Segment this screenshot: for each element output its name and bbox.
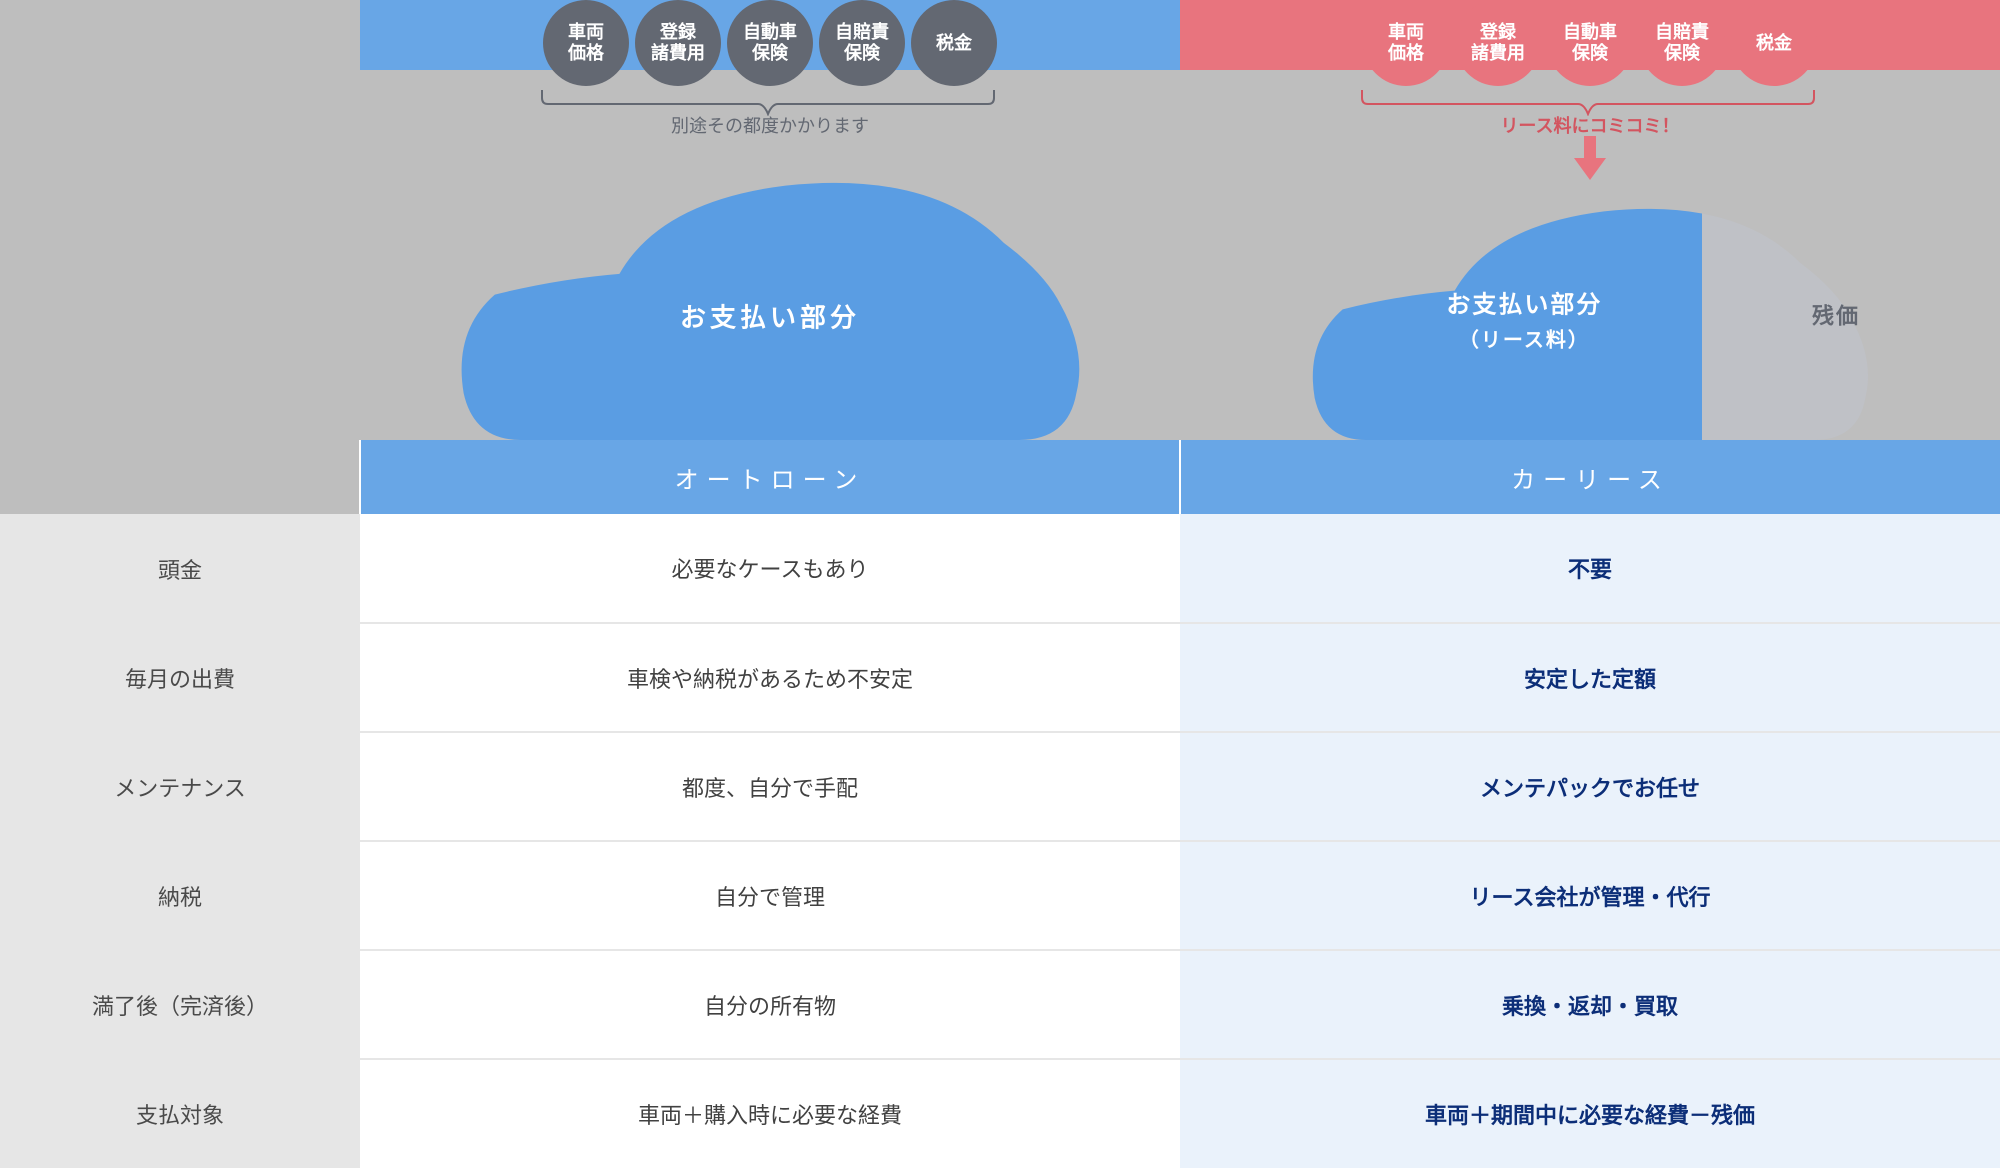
table-row: 毎月の出費車検や納税があるため不安定安定した定額 xyxy=(0,623,2000,732)
cost-badge: 登録 諸費用 xyxy=(635,0,721,86)
comparison-infographic: 車両 価格登録 諸費用自動車 保険自賠責 保険税金 別途その都度かかります お支… xyxy=(0,0,2000,1168)
row-label: 満了後（完済後） xyxy=(0,950,360,1059)
lease-header: カーリース xyxy=(1180,440,2000,514)
lease-cell: メンテパックでお任せ xyxy=(1180,732,2000,841)
lease-residual-label: 残価 xyxy=(1812,299,1860,331)
loan-cell: 自分で管理 xyxy=(360,841,1180,950)
loan-bracket-caption: 別途その都度かかります xyxy=(540,112,1000,138)
lease-car-label-sub: （リース料） xyxy=(1446,324,1602,353)
table-body: 頭金必要なケースもあり不要毎月の出費車検や納税があるため不安定安定した定額メンテ… xyxy=(0,514,2000,1168)
row-label: メンテナンス xyxy=(0,732,360,841)
lease-car-label-main: お支払い部分 xyxy=(1446,292,1602,319)
diagram-section: 車両 価格登録 諸費用自動車 保険自賠責 保険税金 別途その都度かかります お支… xyxy=(0,0,2000,440)
loan-cell: 車両＋購入時に必要な経費 xyxy=(360,1059,1180,1168)
loan-cell: 車検や納税があるため不安定 xyxy=(360,623,1180,732)
lease-cell: 安定した定額 xyxy=(1180,623,2000,732)
cost-badge: 自賠責 保険 xyxy=(1639,0,1725,86)
loan-badges: 車両 価格登録 諸費用自動車 保険自賠責 保険税金 xyxy=(543,0,997,86)
diagram-lease-column: 車両 価格登録 諸費用自動車 保険自賠責 保険税金 リース料にコミコミ！ xyxy=(1180,0,2000,440)
diagram-left-pad xyxy=(0,0,360,440)
row-label: 頭金 xyxy=(0,514,360,623)
row-label: 毎月の出費 xyxy=(0,623,360,732)
loan-cell: 必要なケースもあり xyxy=(360,514,1180,623)
down-arrow-icon xyxy=(1570,136,1610,185)
loan-bracket: 別途その都度かかります xyxy=(540,88,1000,138)
table-row: 納税自分で管理リース会社が管理・代行 xyxy=(0,841,2000,950)
cost-badge: 自動車 保険 xyxy=(727,0,813,86)
cost-badge: 税金 xyxy=(1731,0,1817,86)
table-row: 満了後（完済後）自分の所有物乗換・返却・買取 xyxy=(0,950,2000,1059)
cost-badge: 登録 諸費用 xyxy=(1455,0,1541,86)
cost-badge: 車両 価格 xyxy=(543,0,629,86)
loan-header: オートローン xyxy=(360,440,1180,514)
table-corner xyxy=(0,440,360,514)
table-row: 支払対象車両＋購入時に必要な経費車両＋期間中に必要な経費－残価 xyxy=(0,1059,2000,1168)
cost-badge: 税金 xyxy=(911,0,997,86)
lease-bracket: リース料にコミコミ！ xyxy=(1360,88,1820,138)
lease-cell: 不要 xyxy=(1180,514,2000,623)
loan-cell: 都度、自分で手配 xyxy=(360,732,1180,841)
comparison-table: オートローン カーリース 頭金必要なケースもあり不要毎月の出費車検や納税があるた… xyxy=(0,440,2000,1168)
diagram-loan-column: 車両 価格登録 諸費用自動車 保険自賠責 保険税金 別途その都度かかります お支… xyxy=(360,0,1180,440)
cost-badge: 自動車 保険 xyxy=(1547,0,1633,86)
row-label: 納税 xyxy=(0,841,360,950)
lease-car-label: お支払い部分 （リース料） xyxy=(1446,285,1602,353)
table-header-row: オートローン カーリース xyxy=(0,440,2000,514)
lease-badges: 車両 価格登録 諸費用自動車 保険自賠責 保険税金 xyxy=(1363,0,1817,86)
loan-cell: 自分の所有物 xyxy=(360,950,1180,1059)
table-row: 頭金必要なケースもあり不要 xyxy=(0,514,2000,623)
row-label: 支払対象 xyxy=(0,1059,360,1168)
cost-badge: 自賠責 保険 xyxy=(819,0,905,86)
lease-bracket-caption: リース料にコミコミ！ xyxy=(1360,112,1820,138)
cost-badge: 車両 価格 xyxy=(1363,0,1449,86)
table-row: メンテナンス都度、自分で手配メンテパックでお任せ xyxy=(0,732,2000,841)
loan-car-label: お支払い部分 xyxy=(680,298,860,335)
lease-cell: リース会社が管理・代行 xyxy=(1180,841,2000,950)
lease-cell: 乗換・返却・買取 xyxy=(1180,950,2000,1059)
lease-car: お支払い部分 （リース料） 残価 xyxy=(1180,170,2000,440)
loan-car: お支払い部分 xyxy=(360,170,1180,440)
lease-cell: 車両＋期間中に必要な経費－残価 xyxy=(1180,1059,2000,1168)
